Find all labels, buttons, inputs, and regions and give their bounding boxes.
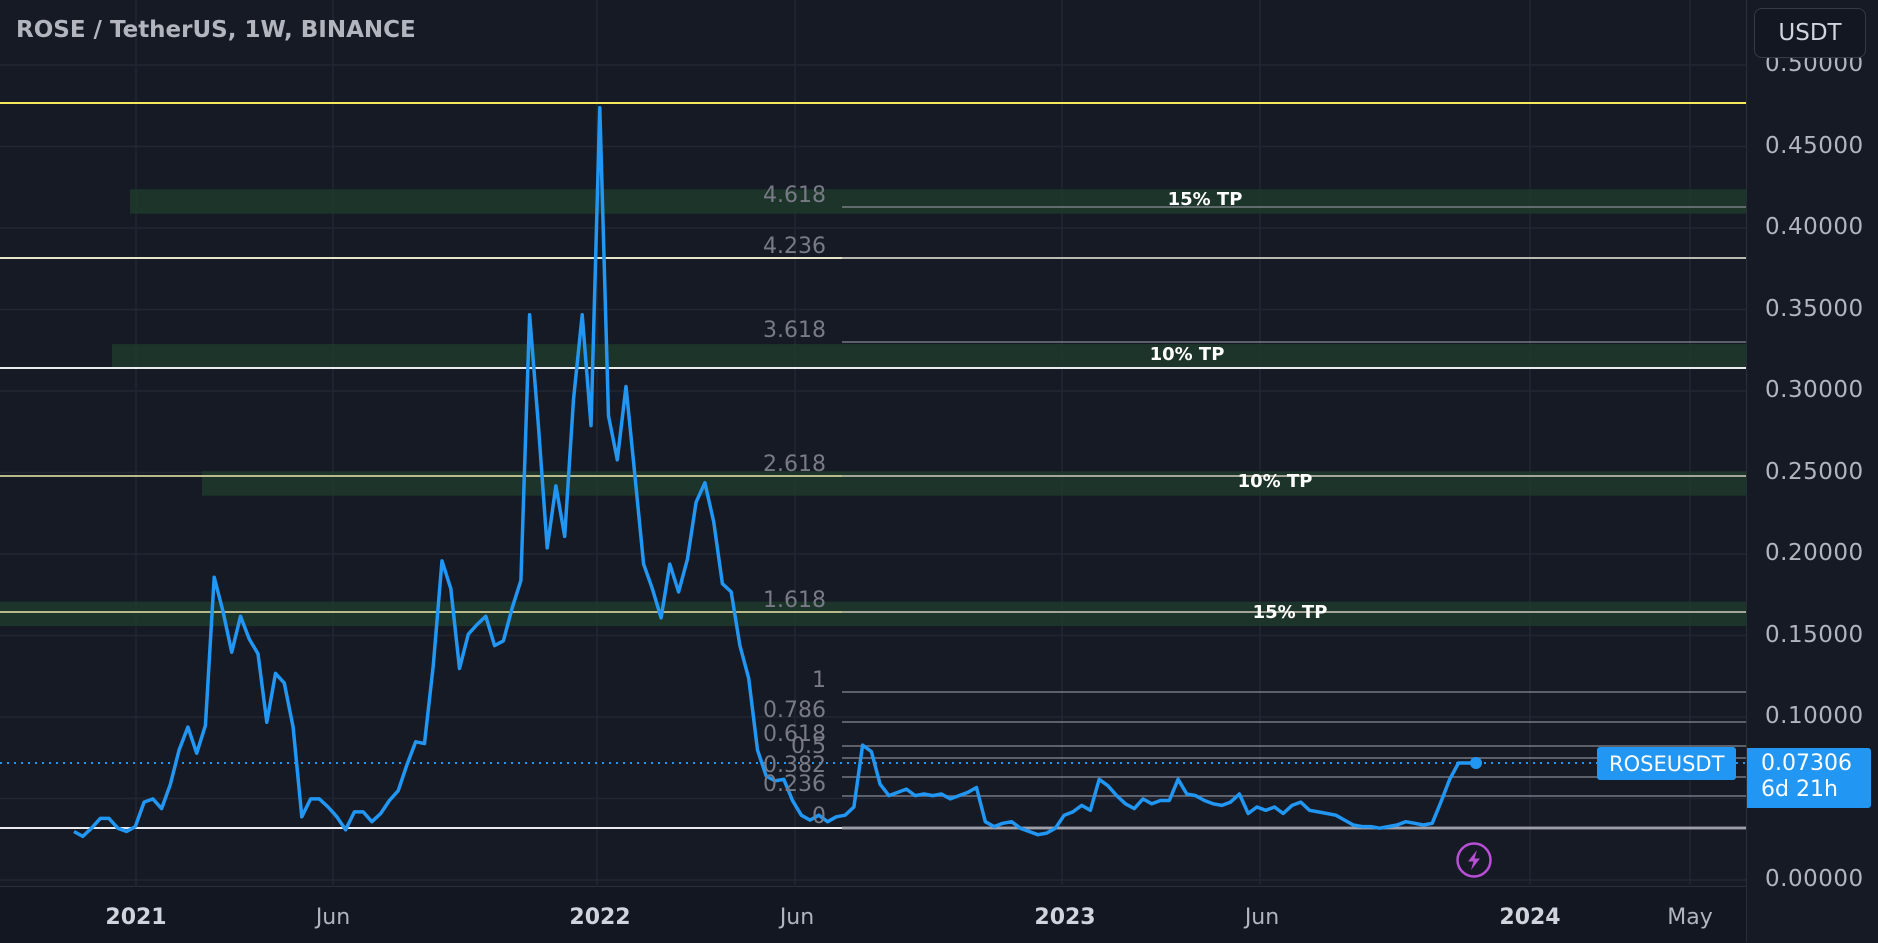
fib-level-label: 0.786 (763, 698, 826, 723)
last-price-tag: 0.07306 6d 21h (1747, 748, 1871, 808)
price-axis-label: 0.10000 (1765, 703, 1864, 729)
time-axis-label: 2024 (1499, 905, 1561, 930)
currency-button[interactable]: USDT (1754, 8, 1866, 58)
fib-level-label: 2.618 (763, 452, 826, 477)
bar-countdown: 6d 21h (1761, 777, 1838, 802)
time-axis-label: 2023 (1034, 905, 1096, 930)
time-axis[interactable]: 2021 Jun 2022 Jun 2023 Jun 2024 May (0, 886, 1746, 943)
tp-zone-label: 10% TP (1149, 344, 1225, 366)
price-axis-label: 0.15000 (1765, 621, 1864, 648)
tp-zone-label: 15% TP (1252, 601, 1328, 623)
price-axis-label: 0.00000 (1765, 866, 1864, 892)
price-axis-label: 0.45000 (1765, 132, 1864, 159)
flash-icon[interactable] (1455, 841, 1493, 879)
fib-level-label: 4.236 (763, 234, 826, 259)
price-chart-canvas (0, 0, 1746, 885)
fib-level-label: 1.618 (763, 588, 826, 613)
symbol-tag: ROSEUSDT (1597, 747, 1737, 780)
price-axis-label: 0.30000 (1765, 377, 1864, 403)
tp-zone-label: 10% TP (1237, 471, 1313, 493)
time-axis-label: 2022 (569, 905, 631, 930)
fib-level-label: 0.618 (763, 722, 826, 747)
tp-zone-label: 15% TP (1167, 189, 1243, 211)
fib-level-label: 0 (812, 804, 826, 829)
price-axis-label: 0.40000 (1765, 214, 1864, 240)
chart-plot-area[interactable]: ROSE / TetherUS, 1W, BINANCE 4.618 4.236 3… (0, 0, 1746, 885)
time-axis-label: 2021 (105, 905, 167, 930)
fib-level-label: 3.618 (763, 318, 826, 343)
price-axis-label: 0.20000 (1765, 540, 1864, 566)
price-axis-label: 0.25000 (1765, 458, 1864, 485)
fib-level-label: 0.382 (763, 753, 826, 778)
time-axis-label: Jun (315, 905, 351, 930)
price-axis-label: 0.35000 (1765, 295, 1864, 322)
last-price-value: 0.07306 (1761, 751, 1852, 776)
time-axis-label: Jun (1244, 905, 1280, 930)
fib-level-label: 1 (812, 668, 826, 693)
fib-level-label: 0.236 (763, 772, 826, 797)
time-axis-label: May (1667, 905, 1713, 930)
time-axis-label: Jun (779, 905, 815, 930)
fib-level-label: 4.618 (763, 183, 826, 208)
chart-title: ROSE / TetherUS, 1W, BINANCE (16, 17, 416, 43)
fib-level-label: 0.5 (791, 734, 826, 759)
